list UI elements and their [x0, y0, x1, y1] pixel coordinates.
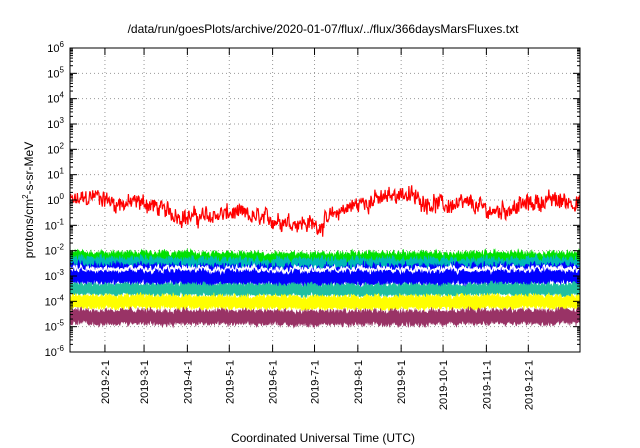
y-tick-exp: -3: [57, 268, 65, 277]
y-tick-label: 10-1: [45, 217, 65, 232]
y-axis: 10-610-510-410-310-210-11001011021031041…: [45, 40, 580, 359]
y-tick-base: 10: [47, 144, 59, 156]
y-tick-base: 10: [47, 119, 59, 131]
y-tick-label: 103: [47, 116, 64, 131]
y-axis-title-prefix: protons/cm: [22, 199, 36, 258]
y-tick-exp: -2: [57, 243, 65, 252]
flux-series-1: [69, 185, 581, 237]
y-tick-base: 10: [47, 43, 59, 55]
y-tick-exp: 1: [60, 167, 65, 176]
y-tick-base: 10: [47, 94, 59, 106]
x-tick-label: 2019-4-1: [182, 360, 194, 404]
y-tick-label: 101: [47, 167, 64, 182]
y-tick-base: 10: [47, 68, 59, 80]
y-axis-title-suffix: -s-sr-MeV: [22, 142, 36, 195]
y-tick-exp: -1: [57, 217, 65, 226]
x-tick-label: 2019-9-1: [396, 360, 408, 404]
y-tick-base: 10: [45, 322, 57, 334]
y-tick-exp: -4: [57, 293, 65, 302]
x-tick-label: 2019-8-1: [353, 360, 365, 404]
y-tick-label: 106: [47, 40, 64, 55]
x-tick-label: 2019-11-1: [481, 360, 493, 409]
y-tick-label: 10-5: [45, 319, 65, 334]
x-tick-label: 2019-7-1: [310, 360, 322, 404]
y-tick-exp: 2: [60, 141, 65, 150]
y-tick-label: 10-3: [45, 268, 65, 283]
y-tick-exp: -5: [57, 319, 65, 328]
y-tick-exp: 0: [60, 192, 65, 201]
y-axis-title-sup: 2: [21, 194, 30, 199]
y-tick-exp: 4: [60, 91, 65, 100]
x-tick-label: 2019-5-1: [224, 360, 236, 404]
x-tick-label: 2019-12-1: [523, 360, 535, 410]
y-tick-label: 102: [47, 141, 64, 156]
y-tick-exp: 3: [60, 116, 65, 125]
y-tick-base: 10: [45, 271, 57, 283]
y-axis-title: protons/cm2-s-sr-MeV: [21, 142, 36, 258]
y-tick-base: 10: [47, 195, 59, 207]
chart-title: /data/run/goesPlots/archive/2020-01-07/f…: [128, 22, 520, 36]
y-tick-exp: -6: [57, 344, 65, 353]
x-axis-title: Coordinated Universal Time (UTC): [231, 431, 415, 445]
x-axis: 2019-2-1 2019-3-1 2019-4-1 2019-5-1 2019-6-1…: [100, 48, 535, 410]
y-tick-label: 100: [47, 192, 64, 207]
y-tick-base: 10: [45, 296, 57, 308]
y-tick-exp: 5: [60, 65, 65, 74]
y-tick-base: 10: [45, 246, 57, 258]
y-tick-base: 10: [45, 347, 57, 359]
x-tick-label: 2019-3-1: [139, 360, 151, 404]
y-tick-label: 105: [47, 65, 64, 80]
y-tick-base: 10: [45, 220, 57, 232]
y-tick-label: 10-4: [45, 293, 65, 308]
y-tick-label: 10-2: [45, 243, 65, 258]
series-group: [69, 185, 581, 329]
flux-series-5: [69, 262, 581, 276]
y-tick-exp: 6: [60, 40, 65, 49]
x-tick-label: 2019-2-1: [100, 360, 112, 404]
y-tick-label: 104: [47, 91, 64, 106]
y-tick-label: 10-6: [45, 344, 65, 359]
x-tick-label: 2019-6-1: [268, 360, 280, 404]
y-tick-base: 10: [47, 170, 59, 182]
x-tick-label: 2019-10-1: [438, 360, 450, 410]
